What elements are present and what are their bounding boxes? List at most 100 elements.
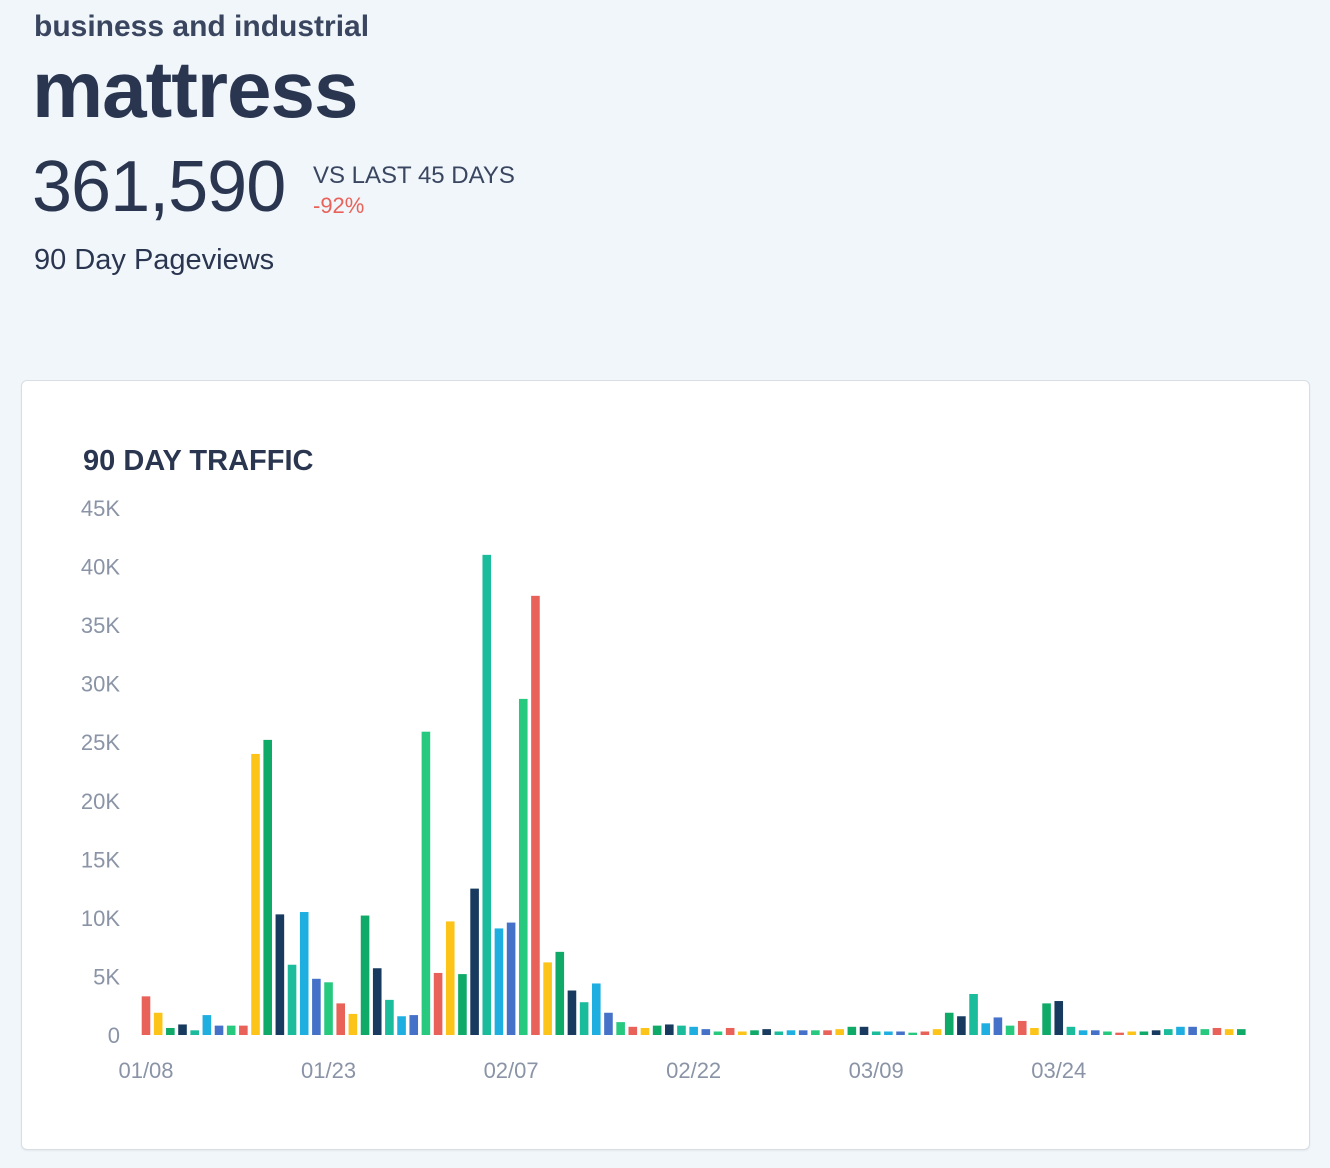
bar[interactable]	[348, 1013, 358, 1035]
bar[interactable]	[518, 698, 528, 1035]
bar[interactable]	[896, 1031, 905, 1035]
bar[interactable]	[470, 888, 479, 1035]
bar[interactable]	[202, 1015, 212, 1035]
bar[interactable]	[1090, 1030, 1100, 1035]
bar[interactable]	[1017, 1020, 1027, 1035]
x-tick-label: 03/24	[1031, 1058, 1086, 1083]
bar[interactable]	[397, 1016, 406, 1035]
bar[interactable]	[1005, 1025, 1015, 1035]
bar[interactable]	[859, 1026, 869, 1035]
bar[interactable]	[993, 1017, 1003, 1035]
bar[interactable]	[665, 1024, 674, 1035]
bar[interactable]	[458, 974, 467, 1035]
bar[interactable]	[555, 951, 565, 1035]
bar[interactable]	[251, 753, 260, 1035]
bar[interactable]	[628, 1026, 638, 1035]
bar[interactable]	[713, 1031, 723, 1035]
bar[interactable]	[372, 968, 382, 1035]
bar[interactable]	[811, 1030, 820, 1035]
y-tick-label: 45K	[81, 496, 120, 521]
bar[interactable]	[1115, 1032, 1124, 1035]
bar[interactable]	[604, 1012, 613, 1035]
bar[interactable]	[543, 962, 552, 1035]
bar[interactable]	[482, 554, 492, 1035]
bar[interactable]	[312, 978, 321, 1035]
bar[interactable]	[324, 982, 333, 1035]
bar[interactable]	[677, 1025, 686, 1035]
bar[interactable]	[908, 1032, 918, 1035]
bar[interactable]	[871, 1031, 881, 1035]
bar[interactable]	[153, 1012, 163, 1035]
bar[interactable]	[385, 999, 394, 1035]
category-label: business and industrial	[34, 10, 370, 43]
bar[interactable]	[738, 1031, 747, 1035]
bar[interactable]	[226, 1025, 236, 1035]
bar[interactable]	[884, 1031, 893, 1035]
bar[interactable]	[275, 914, 285, 1035]
bar[interactable]	[1042, 1003, 1051, 1035]
bar[interactable]	[409, 1015, 419, 1035]
bar[interactable]	[494, 928, 504, 1035]
bar[interactable]	[1066, 1026, 1076, 1035]
bar[interactable]	[1224, 1029, 1234, 1035]
bar[interactable]	[1054, 1001, 1064, 1035]
bar[interactable]	[591, 983, 601, 1035]
bar[interactable]	[141, 996, 151, 1035]
bar[interactable]	[421, 731, 431, 1035]
page-title: mattress	[32, 45, 359, 134]
bar[interactable]	[1078, 1030, 1088, 1035]
bar[interactable]	[640, 1027, 650, 1035]
bar[interactable]	[567, 990, 577, 1036]
y-tick-label: 0	[108, 1023, 120, 1048]
bar[interactable]	[762, 1029, 771, 1035]
bar[interactable]	[701, 1029, 711, 1035]
y-tick-label: 25K	[81, 730, 120, 755]
bar[interactable]	[299, 912, 309, 1035]
bar[interactable]	[433, 972, 443, 1035]
bar[interactable]	[239, 1025, 248, 1035]
bar[interactable]	[616, 1022, 625, 1035]
bar[interactable]	[214, 1025, 224, 1035]
bar[interactable]	[847, 1026, 857, 1035]
bar[interactable]	[957, 1016, 966, 1035]
bar[interactable]	[725, 1027, 735, 1035]
bar[interactable]	[774, 1031, 784, 1035]
bar[interactable]	[445, 921, 455, 1035]
bar[interactable]	[1212, 1027, 1222, 1035]
bar[interactable]	[689, 1026, 698, 1035]
bar[interactable]	[506, 922, 516, 1035]
bar[interactable]	[1151, 1030, 1161, 1035]
bar[interactable]	[579, 1002, 589, 1035]
bar[interactable]	[178, 1024, 187, 1035]
bar[interactable]	[652, 1025, 662, 1035]
bar[interactable]	[981, 1023, 991, 1035]
bar[interactable]	[750, 1030, 759, 1035]
y-tick-label: 5K	[93, 964, 120, 989]
bar[interactable]	[1139, 1031, 1149, 1035]
bar[interactable]	[932, 1029, 942, 1035]
y-tick-label: 35K	[81, 613, 120, 638]
bar[interactable]	[360, 915, 370, 1035]
bar[interactable]	[531, 595, 540, 1035]
bar[interactable]	[1163, 1029, 1173, 1035]
bar[interactable]	[1188, 1026, 1197, 1035]
bar[interactable]	[1103, 1031, 1112, 1035]
bar[interactable]	[1127, 1031, 1137, 1035]
bar[interactable]	[166, 1027, 175, 1035]
bar[interactable]	[944, 1012, 954, 1035]
bar[interactable]	[287, 964, 297, 1035]
bar[interactable]	[190, 1030, 199, 1035]
bar[interactable]	[823, 1030, 832, 1035]
bar[interactable]	[835, 1029, 844, 1035]
bar[interactable]	[263, 739, 272, 1035]
bar[interactable]	[1030, 1027, 1039, 1035]
bar[interactable]	[920, 1031, 930, 1035]
bar[interactable]	[336, 1003, 346, 1035]
bar[interactable]	[1176, 1026, 1185, 1035]
bar[interactable]	[786, 1030, 796, 1035]
bar[interactable]	[1200, 1029, 1210, 1035]
bar[interactable]	[1237, 1029, 1246, 1035]
bar[interactable]	[798, 1030, 808, 1035]
x-tick-label: 02/07	[484, 1058, 539, 1083]
bar[interactable]	[969, 994, 978, 1035]
